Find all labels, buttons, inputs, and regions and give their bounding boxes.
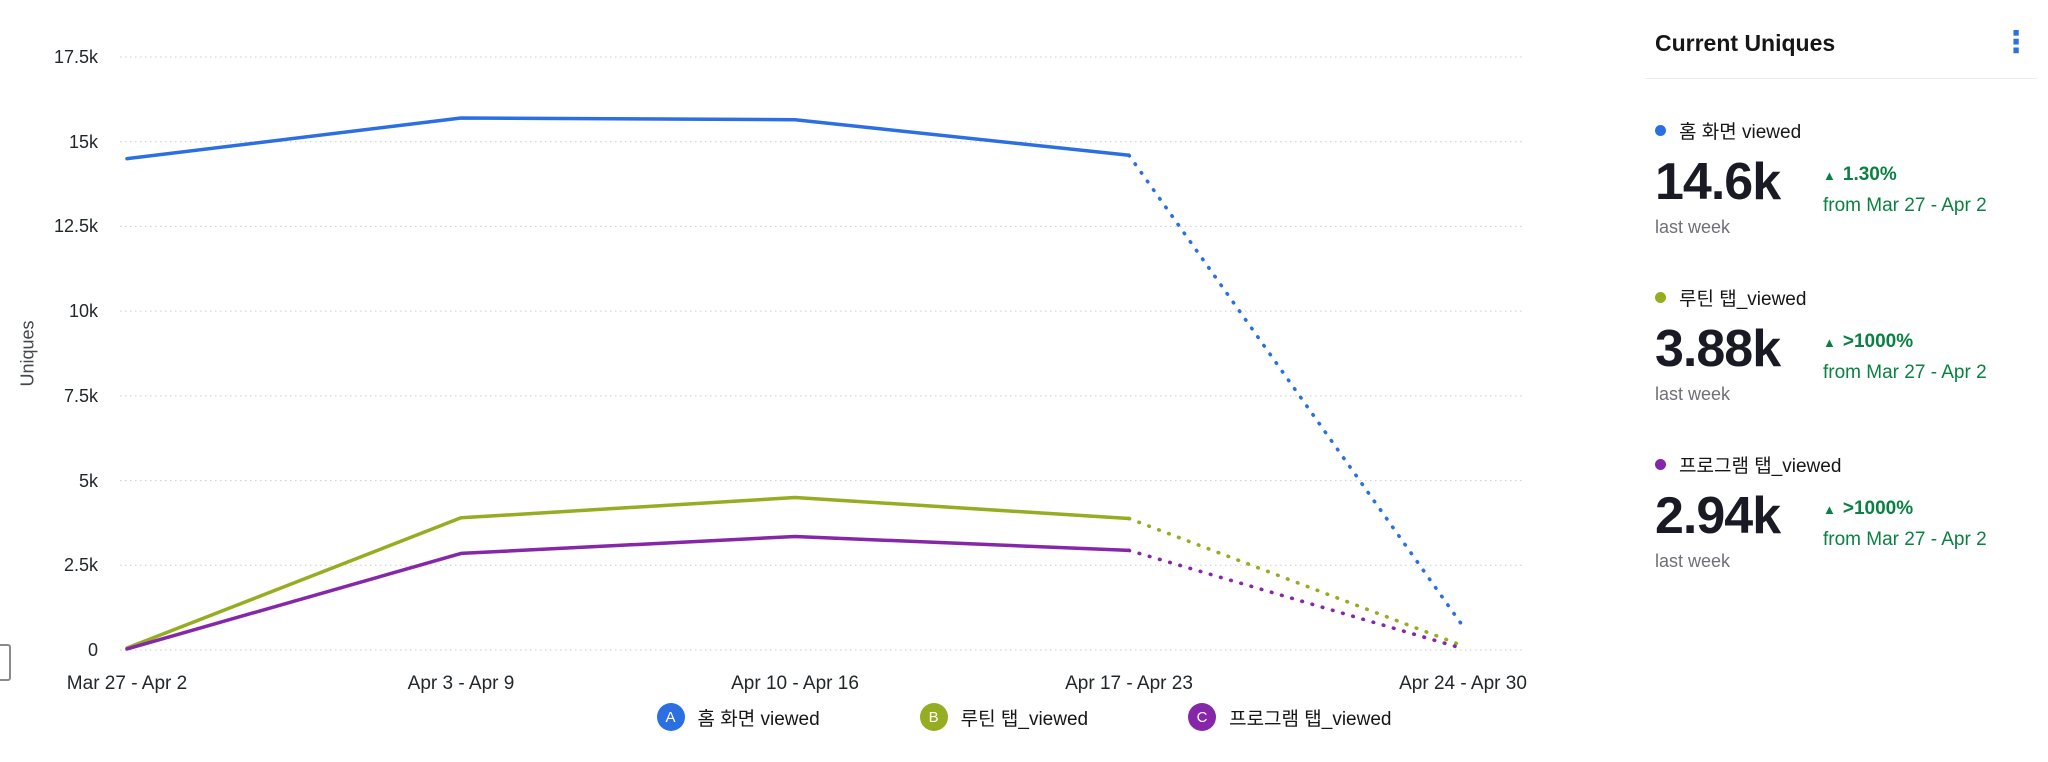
series-letter-badge: C	[1188, 703, 1217, 731]
delta-note: from Mar 27 - Apr 2	[1823, 529, 1987, 550]
chart-legend: A 홈 화면 viewed B 루틴 탭_viewed C 프로그램 탭_viewed	[0, 703, 2048, 731]
legend-label: 프로그램 탭_viewed	[1229, 708, 1392, 730]
metric-value: 3.88k	[1655, 320, 1781, 378]
metric-body: 14.6k last week ▲ 1.30% from Mar 27 - Apr 2	[1655, 156, 2037, 238]
up-triangle-icon: ▲	[1823, 334, 1836, 350]
series-line	[1127, 153, 1465, 629]
metric-name: 홈 화면 viewed	[1679, 122, 1802, 143]
panel-items: 홈 화면 viewed 14.6k last week ▲ 1.30% from Mar …	[1645, 117, 2037, 572]
panel-header: Current Uniques ⋮	[1645, 28, 2037, 79]
y-tick-label: 0	[87, 640, 98, 660]
up-triangle-icon: ▲	[1823, 167, 1836, 183]
delta-note: from Mar 27 - Apr 2	[1823, 362, 1987, 383]
series-color-dot	[1655, 125, 1666, 136]
kebab-menu-icon[interactable]: ⋮	[2001, 26, 2031, 59]
metric-name: 프로그램 탭_viewed	[1679, 456, 1842, 477]
y-axis-title: Uniques	[17, 320, 38, 387]
metric-header: 프로그램 탭_viewed	[1655, 451, 2037, 478]
metric-delta: ▲ 1.30%	[1823, 164, 1987, 186]
metric-period: last week	[1655, 217, 1731, 237]
legend-item[interactable]: B 루틴 탭_viewed	[919, 703, 1089, 731]
y-tick-label: 15k	[68, 131, 98, 152]
metric-name: 루틴 탭_viewed	[1679, 289, 1807, 310]
delta-percent: 1.30%	[1842, 164, 1897, 185]
y-tick-label: 17.5k	[53, 47, 98, 67]
up-triangle-icon: ▲	[1823, 501, 1836, 517]
series-line	[125, 116, 1131, 161]
metric-header: 루틴 탭_viewed	[1655, 284, 2037, 311]
metric-delta: ▲ >1000%	[1823, 331, 1987, 353]
delta-percent: >1000%	[1842, 331, 1914, 352]
x-tick-label: Apr 3 - Apr 9	[407, 673, 515, 694]
x-tick-label: Mar 27 - Apr 2	[66, 673, 188, 694]
legend-item[interactable]: C 프로그램 탭_viewed	[1188, 703, 1391, 731]
current-uniques-panel: Current Uniques ⋮ 홈 화면 viewed 14.6k last w…	[1645, 28, 2037, 618]
delta-percent: >1000%	[1842, 498, 1914, 519]
legend-label: 홈 화면 viewed	[697, 708, 820, 730]
y-tick-label: 12.5k	[53, 216, 98, 237]
chart-plot[interactable]	[120, 40, 1530, 665]
series-letter-badge: B	[919, 703, 948, 731]
metric-body: 2.94k last week ▲ >1000% from Mar 27 - Apr 2	[1655, 490, 2037, 572]
line-chart: Uniques 0 2.5k 5k 7.5k 10k 12.5k 15k 17.5k Mar …	[0, 40, 1530, 731]
partial-element	[0, 644, 11, 681]
metric-period: last week	[1655, 551, 1731, 571]
y-tick-label: 2.5k	[63, 555, 98, 576]
y-tick-label: 10k	[68, 301, 98, 322]
series-letter-badge: A	[656, 703, 685, 731]
metric-value: 14.6k	[1655, 153, 1781, 211]
x-tick-label: Apr 24 - Apr 30	[1399, 673, 1527, 694]
panel-title: Current Uniques	[1655, 29, 1836, 56]
y-tick-label: 7.5k	[63, 385, 98, 406]
legend-item[interactable]: A 홈 화면 viewed	[656, 703, 820, 731]
series-line	[125, 495, 1131, 650]
x-tick-label: Apr 10 - Apr 16	[731, 673, 859, 694]
delta-note: from Mar 27 - Apr 2	[1823, 195, 1987, 216]
series-color-dot	[1655, 459, 1666, 470]
metric-delta: ▲ >1000%	[1823, 498, 1987, 520]
y-tick-label: 5k	[78, 470, 98, 491]
metric-value: 2.94k	[1655, 487, 1781, 545]
series-color-dot	[1655, 292, 1666, 303]
legend-label: 루틴 탭_viewed	[960, 708, 1089, 730]
metric-item: 홈 화면 viewed 14.6k last week ▲ 1.30% from Mar …	[1645, 117, 2037, 238]
metric-header: 홈 화면 viewed	[1655, 117, 2037, 144]
metric-item: 프로그램 탭_viewed 2.94k last week ▲ >1000% from M…	[1645, 451, 2037, 572]
metric-body: 3.88k last week ▲ >1000% from Mar 27 - Apr 2	[1655, 323, 2037, 405]
x-tick-label: Apr 17 - Apr 23	[1065, 673, 1193, 694]
series-line	[1127, 516, 1465, 648]
metric-period: last week	[1655, 384, 1731, 404]
series-line	[125, 534, 1131, 651]
metric-item: 루틴 탭_viewed 3.88k last week ▲ >1000% from Mar…	[1645, 284, 2037, 405]
